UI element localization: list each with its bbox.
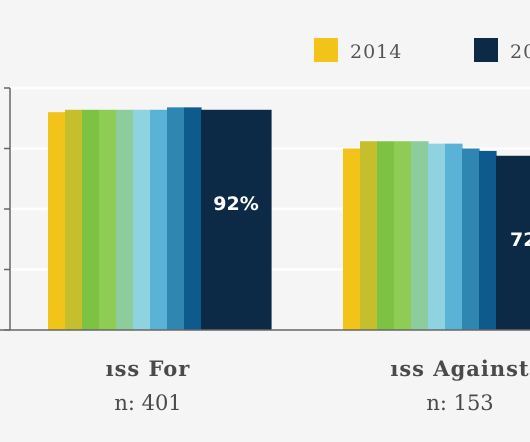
- bar-1-8: [479, 150, 497, 330]
- bar-0-2: [82, 109, 100, 330]
- bar-1-4: [411, 141, 429, 330]
- bar-1-5: [428, 143, 446, 330]
- bar-1-1: [360, 141, 378, 330]
- bar-0-0: [48, 112, 66, 330]
- legend-label-1: 20: [510, 41, 530, 63]
- category-count-0: n: 401: [114, 391, 181, 415]
- bar-1-9: [496, 155, 530, 330]
- bar-1-7: [462, 148, 480, 330]
- bar-0-5: [133, 109, 151, 330]
- bar-labels: 92% 72: [213, 193, 530, 251]
- legend-label-0: 2014: [350, 41, 402, 63]
- category-labels: ıss For n: 401 ıss Against n: 153: [106, 356, 529, 415]
- category-title-1: ıss Against: [390, 356, 529, 381]
- bar-0-7: [167, 107, 185, 330]
- legend: 2014 20: [314, 38, 530, 63]
- bar-0-8: [184, 107, 202, 330]
- bars: [48, 107, 530, 330]
- legend-swatch-0: [314, 38, 338, 62]
- legend-swatch-1: [474, 38, 498, 62]
- bar-0-1: [65, 109, 83, 330]
- bar-1-0: [343, 148, 361, 330]
- bar-1-3: [394, 141, 412, 330]
- bar-0-3: [99, 109, 117, 330]
- bar-value-label-1: 72: [510, 229, 530, 251]
- bar-0-6: [150, 109, 168, 330]
- bar-0-4: [116, 109, 134, 330]
- bar-1-6: [445, 143, 463, 330]
- category-title-0: ıss For: [106, 356, 191, 381]
- bar-1-2: [377, 141, 395, 330]
- category-count-1: n: 153: [426, 391, 493, 415]
- bar-0-9: [201, 109, 272, 330]
- axis: [0, 87, 530, 331]
- bar-value-label-0: 92%: [213, 193, 258, 215]
